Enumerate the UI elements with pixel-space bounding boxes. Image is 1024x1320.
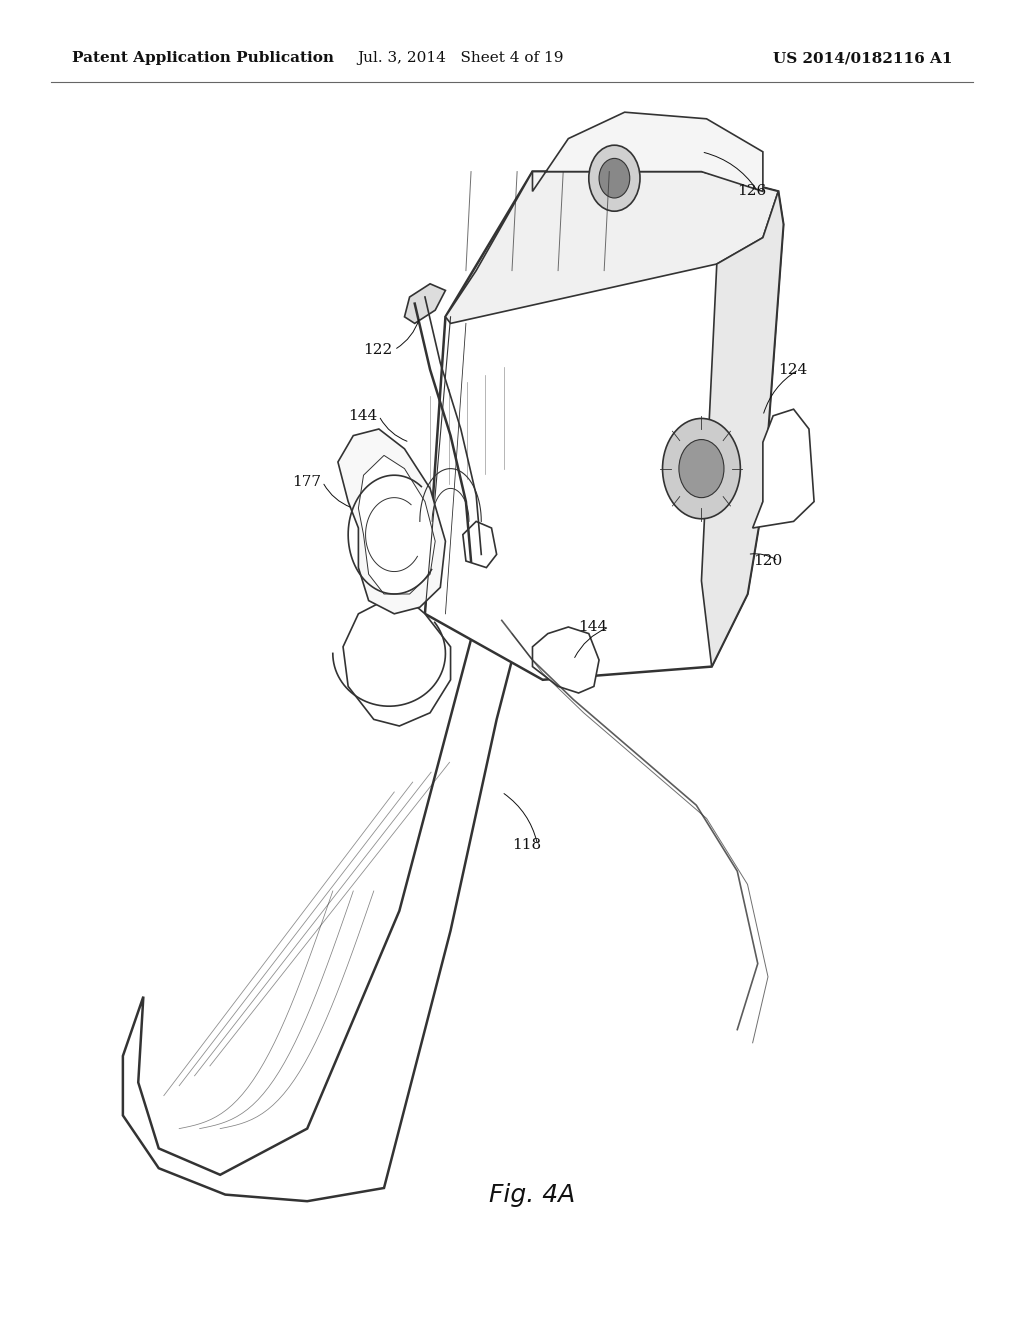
Polygon shape xyxy=(343,601,451,726)
Text: Patent Application Publication: Patent Application Publication xyxy=(72,51,334,65)
Polygon shape xyxy=(753,409,814,528)
Text: US 2014/0182116 A1: US 2014/0182116 A1 xyxy=(773,51,952,65)
Polygon shape xyxy=(404,284,445,323)
Polygon shape xyxy=(463,521,497,568)
Text: 126: 126 xyxy=(737,185,767,198)
Text: 144: 144 xyxy=(348,409,378,422)
Polygon shape xyxy=(532,112,763,191)
Polygon shape xyxy=(358,455,435,594)
Circle shape xyxy=(679,440,724,498)
Polygon shape xyxy=(701,191,783,667)
Polygon shape xyxy=(123,601,517,1201)
Polygon shape xyxy=(445,172,778,323)
Polygon shape xyxy=(425,172,783,680)
Text: 177: 177 xyxy=(292,475,321,488)
Circle shape xyxy=(599,158,630,198)
Polygon shape xyxy=(532,627,599,693)
Text: 124: 124 xyxy=(778,363,808,376)
Text: 122: 122 xyxy=(364,343,393,356)
Text: 120: 120 xyxy=(753,554,782,568)
Polygon shape xyxy=(338,429,445,614)
Text: Fig. 4A: Fig. 4A xyxy=(489,1183,575,1206)
Circle shape xyxy=(589,145,640,211)
Text: Jul. 3, 2014   Sheet 4 of 19: Jul. 3, 2014 Sheet 4 of 19 xyxy=(357,51,564,65)
Text: 118: 118 xyxy=(512,838,541,851)
Text: 144: 144 xyxy=(579,620,608,634)
Circle shape xyxy=(663,418,740,519)
